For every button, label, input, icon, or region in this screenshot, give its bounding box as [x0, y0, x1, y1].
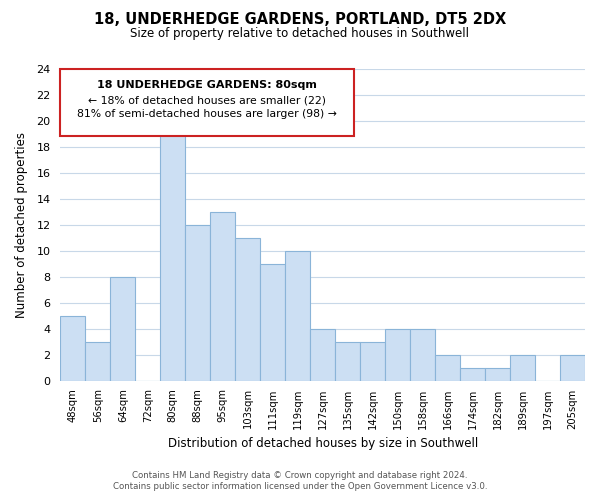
Bar: [385, 328, 410, 380]
Bar: [185, 225, 210, 380]
Bar: [85, 342, 110, 380]
X-axis label: Distribution of detached houses by size in Southwell: Distribution of detached houses by size …: [167, 437, 478, 450]
Text: 18, UNDERHEDGE GARDENS, PORTLAND, DT5 2DX: 18, UNDERHEDGE GARDENS, PORTLAND, DT5 2D…: [94, 12, 506, 28]
Bar: [260, 264, 285, 380]
Text: ← 18% of detached houses are smaller (22): ← 18% of detached houses are smaller (22…: [88, 96, 326, 106]
Text: 18 UNDERHEDGE GARDENS: 80sqm: 18 UNDERHEDGE GARDENS: 80sqm: [97, 80, 317, 90]
Y-axis label: Number of detached properties: Number of detached properties: [15, 132, 28, 318]
Text: 81% of semi-detached houses are larger (98) →: 81% of semi-detached houses are larger (…: [77, 109, 337, 119]
Bar: [61, 316, 85, 380]
Bar: [310, 328, 335, 380]
Bar: [510, 354, 535, 380]
Bar: [210, 212, 235, 380]
Bar: [410, 328, 435, 380]
Bar: [110, 277, 135, 380]
Text: Size of property relative to detached houses in Southwell: Size of property relative to detached ho…: [131, 28, 470, 40]
Bar: [435, 354, 460, 380]
Text: Contains public sector information licensed under the Open Government Licence v3: Contains public sector information licen…: [113, 482, 487, 491]
Text: Contains HM Land Registry data © Crown copyright and database right 2024.: Contains HM Land Registry data © Crown c…: [132, 471, 468, 480]
Bar: [160, 134, 185, 380]
Bar: [360, 342, 385, 380]
Bar: [485, 368, 510, 380]
Bar: [335, 342, 360, 380]
Bar: [460, 368, 485, 380]
Bar: [235, 238, 260, 380]
Bar: [285, 251, 310, 380]
Bar: [560, 354, 585, 380]
